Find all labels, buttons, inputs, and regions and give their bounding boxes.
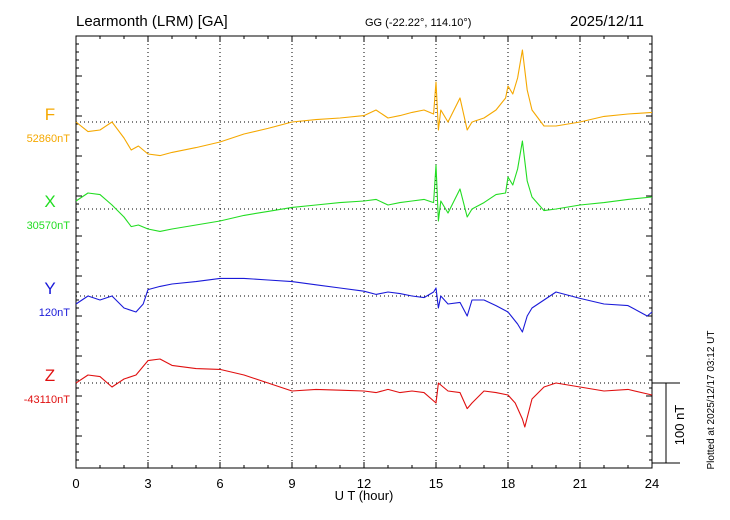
x-tick-label-3: 3 bbox=[144, 476, 151, 491]
scale-bar-label: 100 nT bbox=[672, 405, 687, 446]
station-title: Learmonth (LRM) [GA] bbox=[76, 13, 228, 30]
baseline-label-Z: -43110nT bbox=[24, 394, 71, 406]
x-axis-title: U T (hour) bbox=[335, 488, 394, 503]
series-line-Z bbox=[75, 358, 653, 428]
x-tick-label-9: 9 bbox=[288, 476, 295, 491]
series-labels: F 52860nT X 30570nT Y 120nT Z -43110nT bbox=[24, 105, 71, 406]
series-line-Y bbox=[75, 277, 653, 333]
x-tick-label-24: 24 bbox=[645, 476, 659, 491]
baseline-label-Y: 120nT bbox=[39, 307, 70, 319]
baseline-label-F: 52860nT bbox=[27, 133, 71, 145]
series-line-X bbox=[75, 140, 653, 232]
chart-date: 2025/12/11 bbox=[570, 13, 644, 30]
x-tick-labels: 0 3 6 9 12 15 18 21 24 bbox=[72, 476, 659, 491]
grid bbox=[76, 36, 652, 468]
x-tick-label-6: 6 bbox=[216, 476, 223, 491]
series-name-F: F bbox=[45, 105, 55, 124]
station-coords: GG (-22.22°, 114.10°) bbox=[365, 17, 471, 29]
axis-ticks bbox=[75, 35, 653, 469]
series-name-X: X bbox=[44, 192, 55, 211]
x-tick-label-0: 0 bbox=[72, 476, 79, 491]
series-group bbox=[75, 49, 653, 428]
x-tick-label-21: 21 bbox=[573, 476, 587, 491]
baseline-label-X: 30570nT bbox=[27, 220, 71, 232]
plotted-note: Plotted at 2025/12/17 03:12 UT bbox=[706, 331, 717, 470]
x-tick-label-12: 12 bbox=[357, 476, 371, 491]
scale-bar: 100 nT bbox=[652, 382, 687, 464]
series-line-F bbox=[75, 49, 653, 157]
series-name-Z: Z bbox=[45, 366, 55, 385]
series-name-Y: Y bbox=[44, 279, 55, 298]
x-tick-label-15: 15 bbox=[429, 476, 443, 491]
x-tick-label-18: 18 bbox=[501, 476, 515, 491]
